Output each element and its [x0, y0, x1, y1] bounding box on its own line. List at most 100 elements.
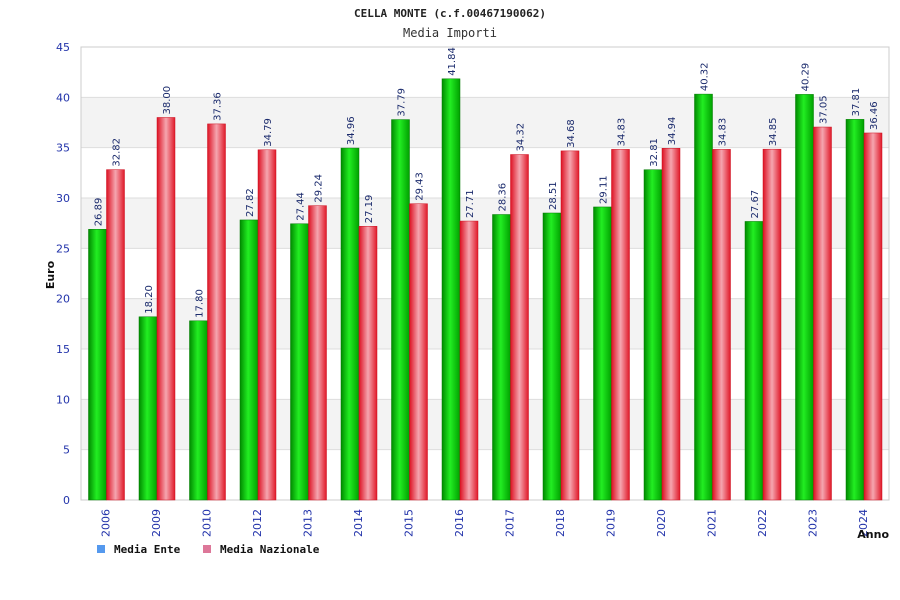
- y-tick-label: 0: [63, 494, 70, 507]
- bar-media-nazionale: [308, 205, 327, 501]
- data-label: 28.36: [498, 183, 509, 212]
- bar-media-ente: [88, 229, 107, 501]
- data-label: 34.83: [718, 118, 729, 147]
- data-label: 32.81: [649, 138, 660, 167]
- legend-label-media-ente: Media Ente: [114, 543, 181, 556]
- data-label: 34.94: [667, 117, 678, 146]
- bar-media-nazionale: [712, 149, 731, 501]
- bar-media-nazionale: [207, 123, 226, 501]
- x-tick-label: 2023: [807, 509, 820, 537]
- x-tick-label: 2019: [605, 509, 618, 537]
- bar-media-ente: [138, 316, 158, 501]
- data-label: 38.00: [162, 86, 173, 115]
- chart-title: CELLA MONTE (c.f.00467190062): [354, 7, 546, 20]
- data-label: 18.20: [144, 285, 155, 314]
- legend: Media Ente Media Nazionale: [97, 543, 320, 556]
- bar-media-nazionale: [257, 149, 277, 501]
- data-label: 32.82: [112, 138, 123, 167]
- x-tick-label: 2018: [554, 509, 567, 537]
- y-tick-label: 5: [63, 444, 70, 457]
- bars: [88, 78, 883, 501]
- data-label: 34.68: [566, 119, 577, 148]
- bar-media-nazionale: [863, 132, 883, 501]
- bar-media-nazionale: [762, 148, 782, 501]
- x-axis: 2006 2009 2010 2012 2013 2014 2015 2016 2017 2018…: [100, 509, 871, 537]
- data-labels: 26.89 32.82 18.20 38.00 17.80 37.36 27.82 34.79…: [94, 47, 881, 318]
- x-axis-label: Anno: [857, 528, 889, 541]
- bar-media-nazionale: [459, 220, 479, 501]
- data-label: 34.79: [263, 118, 274, 147]
- x-tick-label: 2012: [251, 509, 264, 537]
- bar-media-ente: [441, 78, 461, 501]
- y-axis: 0 5 10 15 20 25 30 35 40 45: [56, 41, 70, 507]
- data-label: 29.43: [415, 172, 426, 201]
- y-tick-label: 25: [56, 242, 70, 255]
- plot-border: [80, 46, 890, 501]
- bar-media-ente: [239, 219, 259, 501]
- bar-media-ente: [542, 212, 562, 501]
- bar-media-ente: [189, 320, 208, 501]
- data-label: 37.79: [397, 88, 408, 117]
- data-label: 34.32: [516, 123, 527, 152]
- x-tick-label: 2015: [403, 509, 416, 537]
- x-tick-label: 2020: [655, 509, 668, 537]
- data-label: 37.81: [851, 88, 862, 117]
- data-label: 34.85: [768, 118, 779, 147]
- y-tick-label: 40: [56, 91, 70, 104]
- data-label: 34.83: [617, 118, 628, 147]
- data-label: 37.05: [819, 95, 830, 124]
- bar-media-nazionale: [409, 203, 428, 501]
- data-label: 27.82: [245, 188, 256, 217]
- legend-label-media-nazionale: Media Nazionale: [220, 543, 320, 556]
- y-tick-label: 45: [56, 41, 70, 54]
- bar-media-nazionale: [813, 126, 832, 501]
- bar-media-ente: [744, 221, 764, 501]
- data-label: 27.44: [296, 192, 307, 221]
- data-label: 40.32: [700, 62, 711, 91]
- data-label: 29.24: [314, 174, 325, 203]
- bar-media-ente: [845, 119, 865, 501]
- bar-media-ente: [593, 206, 612, 501]
- bar-media-nazionale: [106, 169, 125, 501]
- y-tick-label: 35: [56, 142, 70, 155]
- bar-media-ente: [492, 214, 511, 501]
- data-label: 27.67: [750, 190, 761, 219]
- bar-media-ente: [795, 94, 814, 501]
- data-label: 40.29: [801, 63, 812, 92]
- data-label: 36.46: [869, 101, 880, 130]
- y-tick-label: 30: [56, 192, 70, 205]
- x-tick-label: 2024: [857, 509, 870, 537]
- y-axis-label: Euro: [44, 260, 57, 289]
- y-tick-label: 20: [56, 293, 70, 306]
- data-label: 41.84: [447, 47, 458, 76]
- x-tick-label: 2016: [453, 509, 466, 537]
- data-label: 28.51: [548, 181, 559, 210]
- bar-media-nazionale: [611, 149, 630, 501]
- x-tick-label: 2021: [706, 509, 719, 537]
- x-tick-label: 2022: [756, 509, 769, 537]
- x-tick-label: 2013: [302, 509, 315, 537]
- legend-swatch-media-ente: [97, 545, 105, 553]
- bar-media-nazionale: [560, 150, 580, 501]
- y-tick-label: 10: [56, 393, 70, 406]
- bar-media-nazionale: [156, 117, 176, 501]
- x-tick-label: 2009: [150, 509, 163, 537]
- bar-media-nazionale: [661, 148, 681, 501]
- x-tick-label: 2010: [201, 509, 214, 537]
- bar-media-ente: [391, 119, 410, 501]
- bar-media-ente: [290, 223, 309, 501]
- y-tick-label: 15: [56, 343, 70, 356]
- x-tick-label: 2014: [352, 509, 365, 537]
- data-label: 17.80: [195, 289, 206, 318]
- bar-media-ente: [340, 147, 360, 501]
- x-tick-label: 2017: [504, 509, 517, 537]
- data-label: 37.36: [213, 92, 224, 121]
- data-label: 29.11: [599, 175, 610, 204]
- data-label: 26.89: [94, 198, 105, 227]
- data-label: 27.19: [364, 195, 375, 224]
- bar-media-ente: [643, 169, 663, 501]
- legend-swatch-media-nazionale: [203, 545, 211, 553]
- bar-media-ente: [694, 93, 713, 501]
- bar-media-nazionale: [510, 154, 529, 501]
